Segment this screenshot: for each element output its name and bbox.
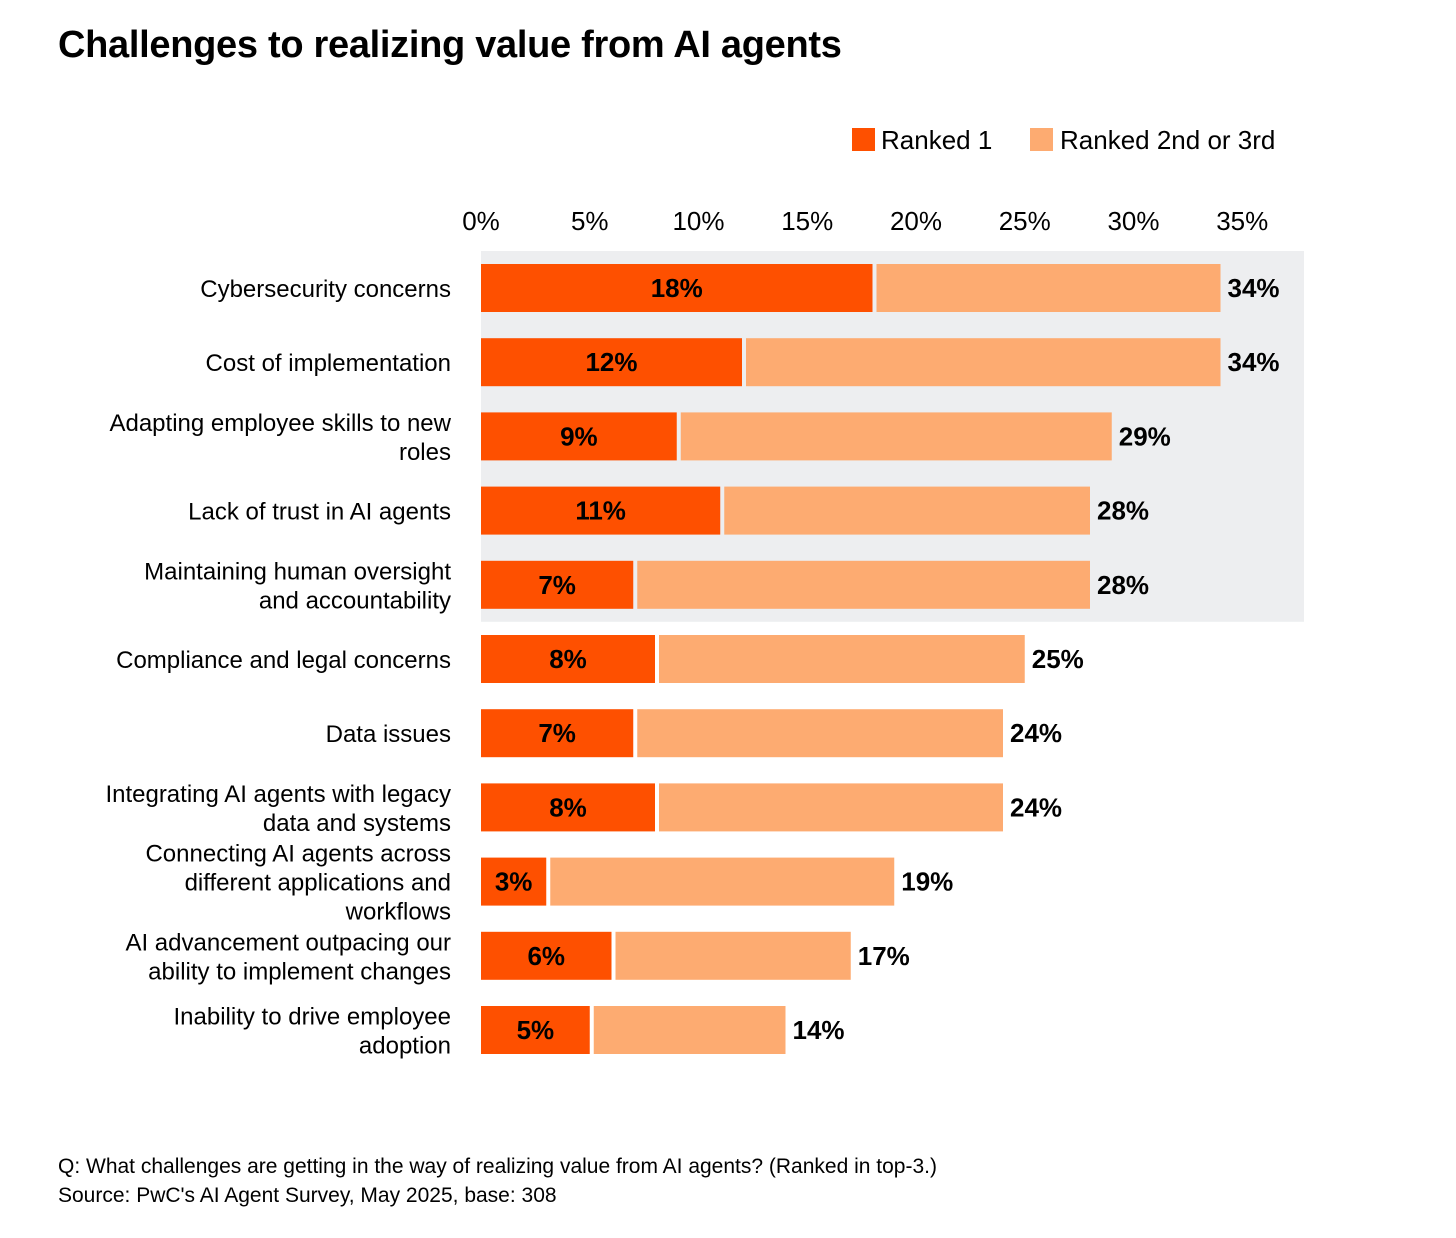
bar-ranked-1 [481, 783, 655, 832]
value-label-ranked-1: 5% [517, 1015, 555, 1045]
category-label: Adapting employee skills to new [109, 410, 451, 437]
bar-ranked-2nd-3rd [659, 783, 1003, 832]
value-label-total: 19% [901, 867, 953, 897]
category-label: adoption [359, 1033, 451, 1060]
footnote: Q: What challenges are getting in the wa… [58, 1152, 937, 1210]
legend-swatch-ranked-2nd-3rd [1030, 128, 1053, 151]
value-label-ranked-1: 12% [585, 347, 637, 377]
category-label: Connecting AI agents across [145, 841, 451, 868]
category-label: Integrating AI agents with legacy [105, 781, 451, 808]
bar-ranked-2nd-3rd [637, 709, 1003, 758]
value-label-ranked-1: 18% [651, 273, 703, 303]
x-tick-label: 35% [1216, 206, 1268, 236]
bar-ranked-2nd-3rd [637, 560, 1090, 609]
category-label: Lack of trust in AI agents [188, 499, 451, 526]
category-label: Cybersecurity concerns [200, 276, 451, 303]
x-tick-label: 30% [1107, 206, 1159, 236]
value-label-total: 28% [1097, 570, 1149, 600]
category-label: ability to implement changes [148, 958, 451, 985]
value-label-ranked-1: 6% [527, 941, 565, 971]
value-label-total: 34% [1228, 273, 1280, 303]
value-label-total: 25% [1032, 644, 1084, 674]
category-label: Maintaining human oversight [144, 558, 451, 585]
bar-ranked-2nd-3rd [680, 412, 1112, 461]
value-label-ranked-1: 8% [549, 792, 587, 822]
bar-ranked-1 [481, 635, 655, 683]
x-tick-label: 0% [462, 206, 500, 236]
value-label-total: 24% [1010, 792, 1062, 822]
bar-ranked-1 [481, 560, 634, 609]
bar-ranked-2nd-3rd [615, 931, 851, 980]
footnote-source: Source: PwC's AI Agent Survey, May 2025,… [58, 1184, 557, 1207]
category-label: roles [399, 439, 451, 466]
bar-ranked-1 [481, 931, 612, 980]
category-label: AI advancement outpacing our [125, 929, 451, 956]
value-label-ranked-1: 11% [575, 496, 626, 526]
value-label-ranked-1: 3% [495, 867, 533, 897]
value-label-ranked-1: 9% [560, 421, 598, 451]
bar-ranked-1 [481, 412, 677, 461]
value-label-total: 28% [1097, 496, 1149, 526]
value-label-total: 34% [1228, 347, 1280, 377]
category-label: different applications and [185, 870, 451, 897]
value-label-ranked-1: 7% [538, 570, 576, 600]
value-label-ranked-1: 7% [538, 718, 576, 748]
category-label: Inability to drive employee [174, 1004, 451, 1031]
category-label: Compliance and legal concerns [116, 647, 451, 674]
bar-ranked-2nd-3rd [876, 264, 1221, 312]
value-label-total: 24% [1010, 718, 1062, 748]
bar-ranked-2nd-3rd [550, 857, 895, 906]
x-tick-label: 15% [781, 206, 833, 236]
bar-ranked-2nd-3rd [593, 1006, 786, 1054]
legend-swatch-ranked-1 [852, 128, 875, 151]
category-label: Cost of implementation [206, 350, 451, 377]
bar-ranked-2nd-3rd [724, 486, 1090, 535]
x-tick-label: 25% [999, 206, 1051, 236]
value-label-total: 29% [1119, 421, 1171, 451]
bar-ranked-1 [481, 486, 721, 535]
x-tick-label: 10% [672, 206, 724, 236]
legend-label-ranked-1: Ranked 1 [881, 125, 992, 155]
chart-title: Challenges to realizing value from AI ag… [58, 24, 842, 66]
bar-ranked-1 [481, 338, 742, 387]
bar-ranked-1 [481, 1006, 590, 1054]
value-label-ranked-1: 8% [549, 644, 587, 674]
category-label: workflows [345, 899, 451, 926]
value-label-total: 14% [793, 1015, 845, 1045]
bar-ranked-1 [481, 857, 547, 906]
bar-ranked-1 [481, 709, 634, 758]
value-label-total: 17% [858, 941, 910, 971]
x-tick-label: 20% [890, 206, 942, 236]
legend-label-ranked-2nd-3rd: Ranked 2nd or 3rd [1060, 125, 1275, 155]
bar-ranked-1 [481, 264, 873, 312]
bar-ranked-2nd-3rd [659, 635, 1025, 683]
bar-ranked-2nd-3rd [746, 338, 1221, 387]
footnote-question: Q: What challenges are getting in the wa… [58, 1155, 937, 1178]
x-tick-label: 5% [571, 206, 609, 236]
category-label: data and systems [263, 810, 451, 837]
category-label: Data issues [326, 721, 451, 748]
category-label: and accountability [259, 587, 451, 614]
